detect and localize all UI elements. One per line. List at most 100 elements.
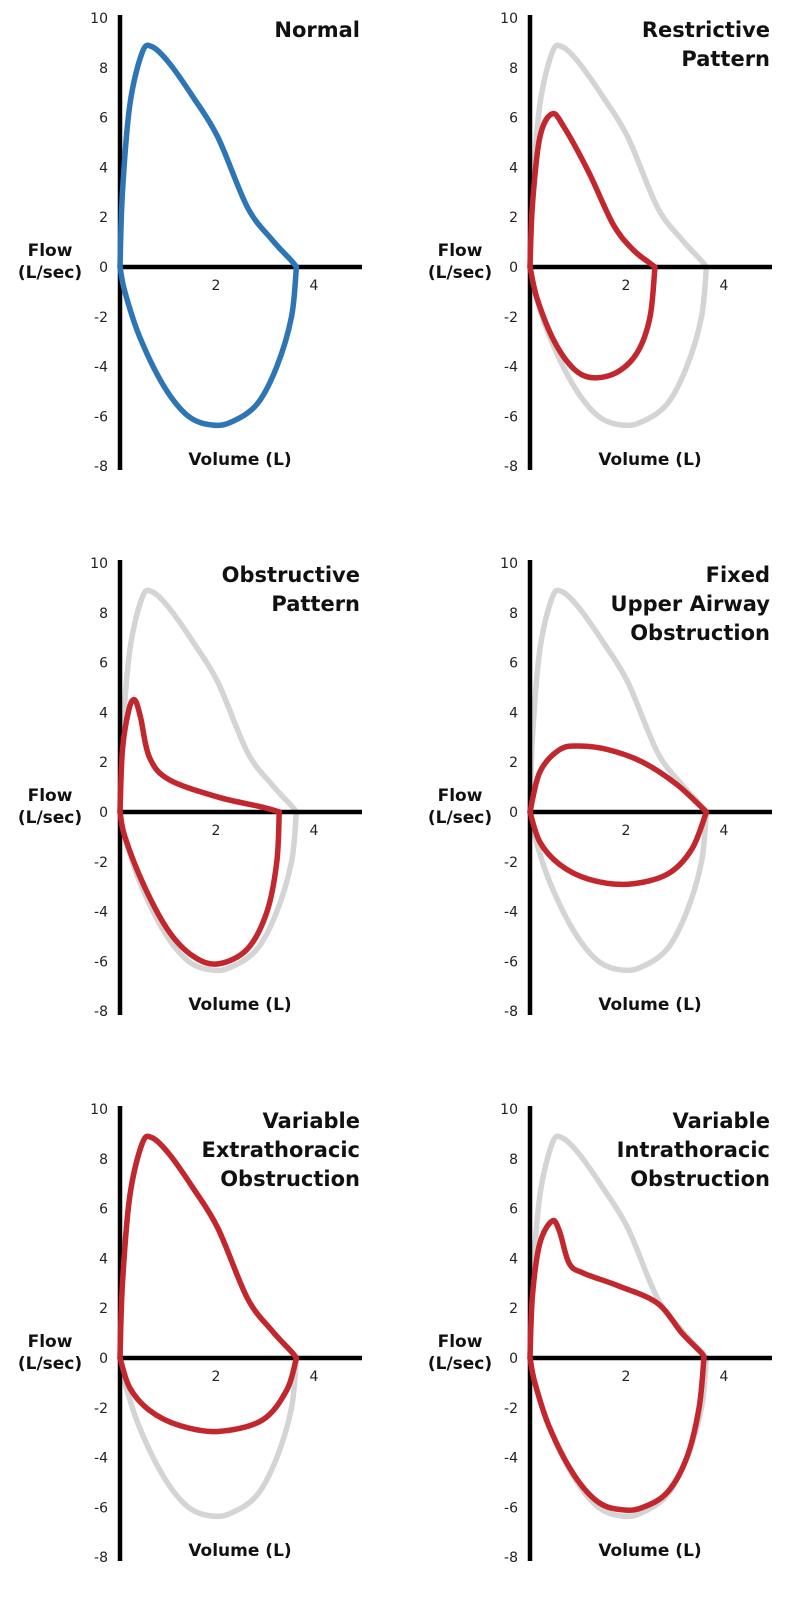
- y-tick-label: 8: [509, 606, 518, 622]
- chart-panel: 10 8 6 4 2 0 -2 -4 -6 -8 2 4 Obstructive Pattern Flow…: [0, 545, 400, 1070]
- y-tick-label: 2: [509, 1301, 518, 1317]
- x-tick-label: 4: [720, 278, 729, 294]
- x-tick-label: 2: [622, 823, 631, 839]
- x-tick-label: 4: [310, 278, 319, 294]
- y-tick-label: -8: [94, 1004, 108, 1020]
- y-tick-label: -4: [94, 1451, 108, 1467]
- chart-svg: 10 8 6 4 2 0 -2 -4 -6 -8 2 4: [90, 556, 362, 1020]
- y-tick-label: -2: [504, 310, 518, 326]
- x-axis-label: Volume (L): [188, 450, 292, 470]
- y-tick-label: 4: [509, 705, 518, 721]
- x-axis-label: Volume (L): [188, 1541, 292, 1561]
- x-tick-label: 4: [720, 823, 729, 839]
- y-tick-label: 10: [90, 556, 108, 572]
- x-axis-label: Volume (L): [188, 995, 292, 1015]
- y-axis-label: Flow (L/sec): [427, 1332, 493, 1374]
- y-axis-label: Flow (L/sec): [427, 241, 493, 283]
- y-tick-label: -8: [94, 1550, 108, 1566]
- y-tick-label: 4: [99, 705, 108, 721]
- y-tick-label: -4: [94, 360, 108, 376]
- reference-expiration-curve: [527, 42, 710, 270]
- x-tick-label: 2: [212, 278, 221, 294]
- y-tick-label: 2: [99, 755, 108, 771]
- y-tick-label: -6: [504, 1500, 518, 1516]
- y-tick-label: -6: [504, 409, 518, 425]
- y-tick-label: 8: [509, 1152, 518, 1168]
- y-tick-label: -6: [94, 1500, 108, 1516]
- expiration-curve: [527, 1217, 707, 1361]
- x-axis-label: Volume (L): [598, 995, 702, 1015]
- y-tick-label: -4: [94, 905, 108, 921]
- chart-svg: 10 8 6 4 2 0 -2 -4 -6 -8 2 4: [90, 1102, 362, 1566]
- y-tick-label: 0: [509, 1351, 518, 1367]
- y-tick-label: 8: [509, 61, 518, 77]
- y-tick-label: 6: [509, 111, 518, 127]
- y-tick-label: -2: [94, 1401, 108, 1417]
- y-tick-label: -6: [94, 409, 108, 425]
- y-tick-label: 4: [99, 160, 108, 176]
- inspiration-curve: [527, 1355, 707, 1514]
- y-tick-label: -4: [504, 1451, 518, 1467]
- y-tick-label: 10: [500, 11, 518, 27]
- y-tick-label: 8: [99, 1152, 108, 1168]
- x-tick-label: 4: [310, 823, 319, 839]
- inspiration-curve: [117, 264, 300, 429]
- y-tick-label: 8: [99, 61, 108, 77]
- y-tick-label: -2: [504, 1401, 518, 1417]
- inspiration-curve: [117, 1355, 300, 1435]
- y-tick-label: 0: [99, 1351, 108, 1367]
- y-tick-label: 4: [509, 160, 518, 176]
- x-tick-label: 4: [720, 1369, 729, 1385]
- y-tick-label: 6: [99, 656, 108, 672]
- y-tick-label: 4: [99, 1251, 108, 1267]
- y-axis-label: Flow (L/sec): [17, 1332, 83, 1374]
- chart-panel: 10 8 6 4 2 0 -2 -4 -6 -8 2 4 Normal Flow (L/sec) Volum…: [0, 0, 400, 525]
- chart-svg: 10 8 6 4 2 0 -2 -4 -6 -8 2 4: [500, 11, 772, 475]
- y-tick-label: 8: [99, 606, 108, 622]
- expiration-curve: [527, 743, 710, 815]
- y-tick-label: -6: [504, 954, 518, 970]
- y-tick-label: 2: [509, 210, 518, 226]
- y-tick-label: -8: [504, 1004, 518, 1020]
- x-axis-label: Volume (L): [598, 1541, 702, 1561]
- x-tick-label: 2: [212, 1369, 221, 1385]
- y-tick-label: 6: [99, 111, 108, 127]
- reference-expiration-curve: [117, 587, 300, 815]
- chart-svg: 10 8 6 4 2 0 -2 -4 -6 -8 2 4: [500, 1102, 772, 1566]
- y-tick-label: 2: [99, 1301, 108, 1317]
- y-tick-label: 6: [509, 656, 518, 672]
- y-tick-label: 4: [509, 1251, 518, 1267]
- x-tick-label: 2: [212, 823, 221, 839]
- y-tick-label: -8: [94, 459, 108, 475]
- expiration-curve: [117, 696, 282, 815]
- x-tick-label: 4: [310, 1369, 319, 1385]
- reference-expiration-curve: [527, 587, 710, 815]
- y-tick-label: 10: [500, 556, 518, 572]
- y-tick-label: -2: [94, 855, 108, 871]
- expiration-curve: [117, 42, 300, 270]
- y-tick-label: 0: [509, 260, 518, 276]
- chart-panel: 10 8 6 4 2 0 -2 -4 -6 -8 2 4 Fixed Upper Airway Obst…: [410, 545, 800, 1070]
- x-tick-label: 2: [622, 278, 631, 294]
- chart-title: Fixed Upper Airway Obstruction: [610, 563, 770, 645]
- expiration-curve: [527, 110, 658, 270]
- y-tick-label: 10: [500, 1102, 518, 1118]
- y-tick-label: 2: [509, 755, 518, 771]
- y-tick-label: -8: [504, 459, 518, 475]
- y-tick-label: -4: [504, 905, 518, 921]
- y-tick-label: 6: [99, 1202, 108, 1218]
- y-axis-label: Flow (L/sec): [17, 786, 83, 828]
- y-tick-label: 10: [90, 11, 108, 27]
- y-tick-label: -2: [504, 855, 518, 871]
- y-tick-label: 6: [509, 1202, 518, 1218]
- chart-svg: 10 8 6 4 2 0 -2 -4 -6 -8 2 4: [90, 11, 362, 475]
- reference-inspiration-curve: [117, 1355, 300, 1520]
- y-tick-label: 0: [509, 805, 518, 821]
- chart-title: Variable Extrathoracic Obstruction: [201, 1109, 361, 1191]
- chart-title: Restrictive Pattern: [641, 18, 770, 71]
- x-tick-label: 2: [622, 1369, 631, 1385]
- inspiration-curve: [527, 264, 658, 381]
- chart-title: Normal: [274, 18, 360, 42]
- chart-svg: 10 8 6 4 2 0 -2 -4 -6 -8 2 4: [500, 556, 772, 1020]
- expiration-curve: [117, 1133, 300, 1361]
